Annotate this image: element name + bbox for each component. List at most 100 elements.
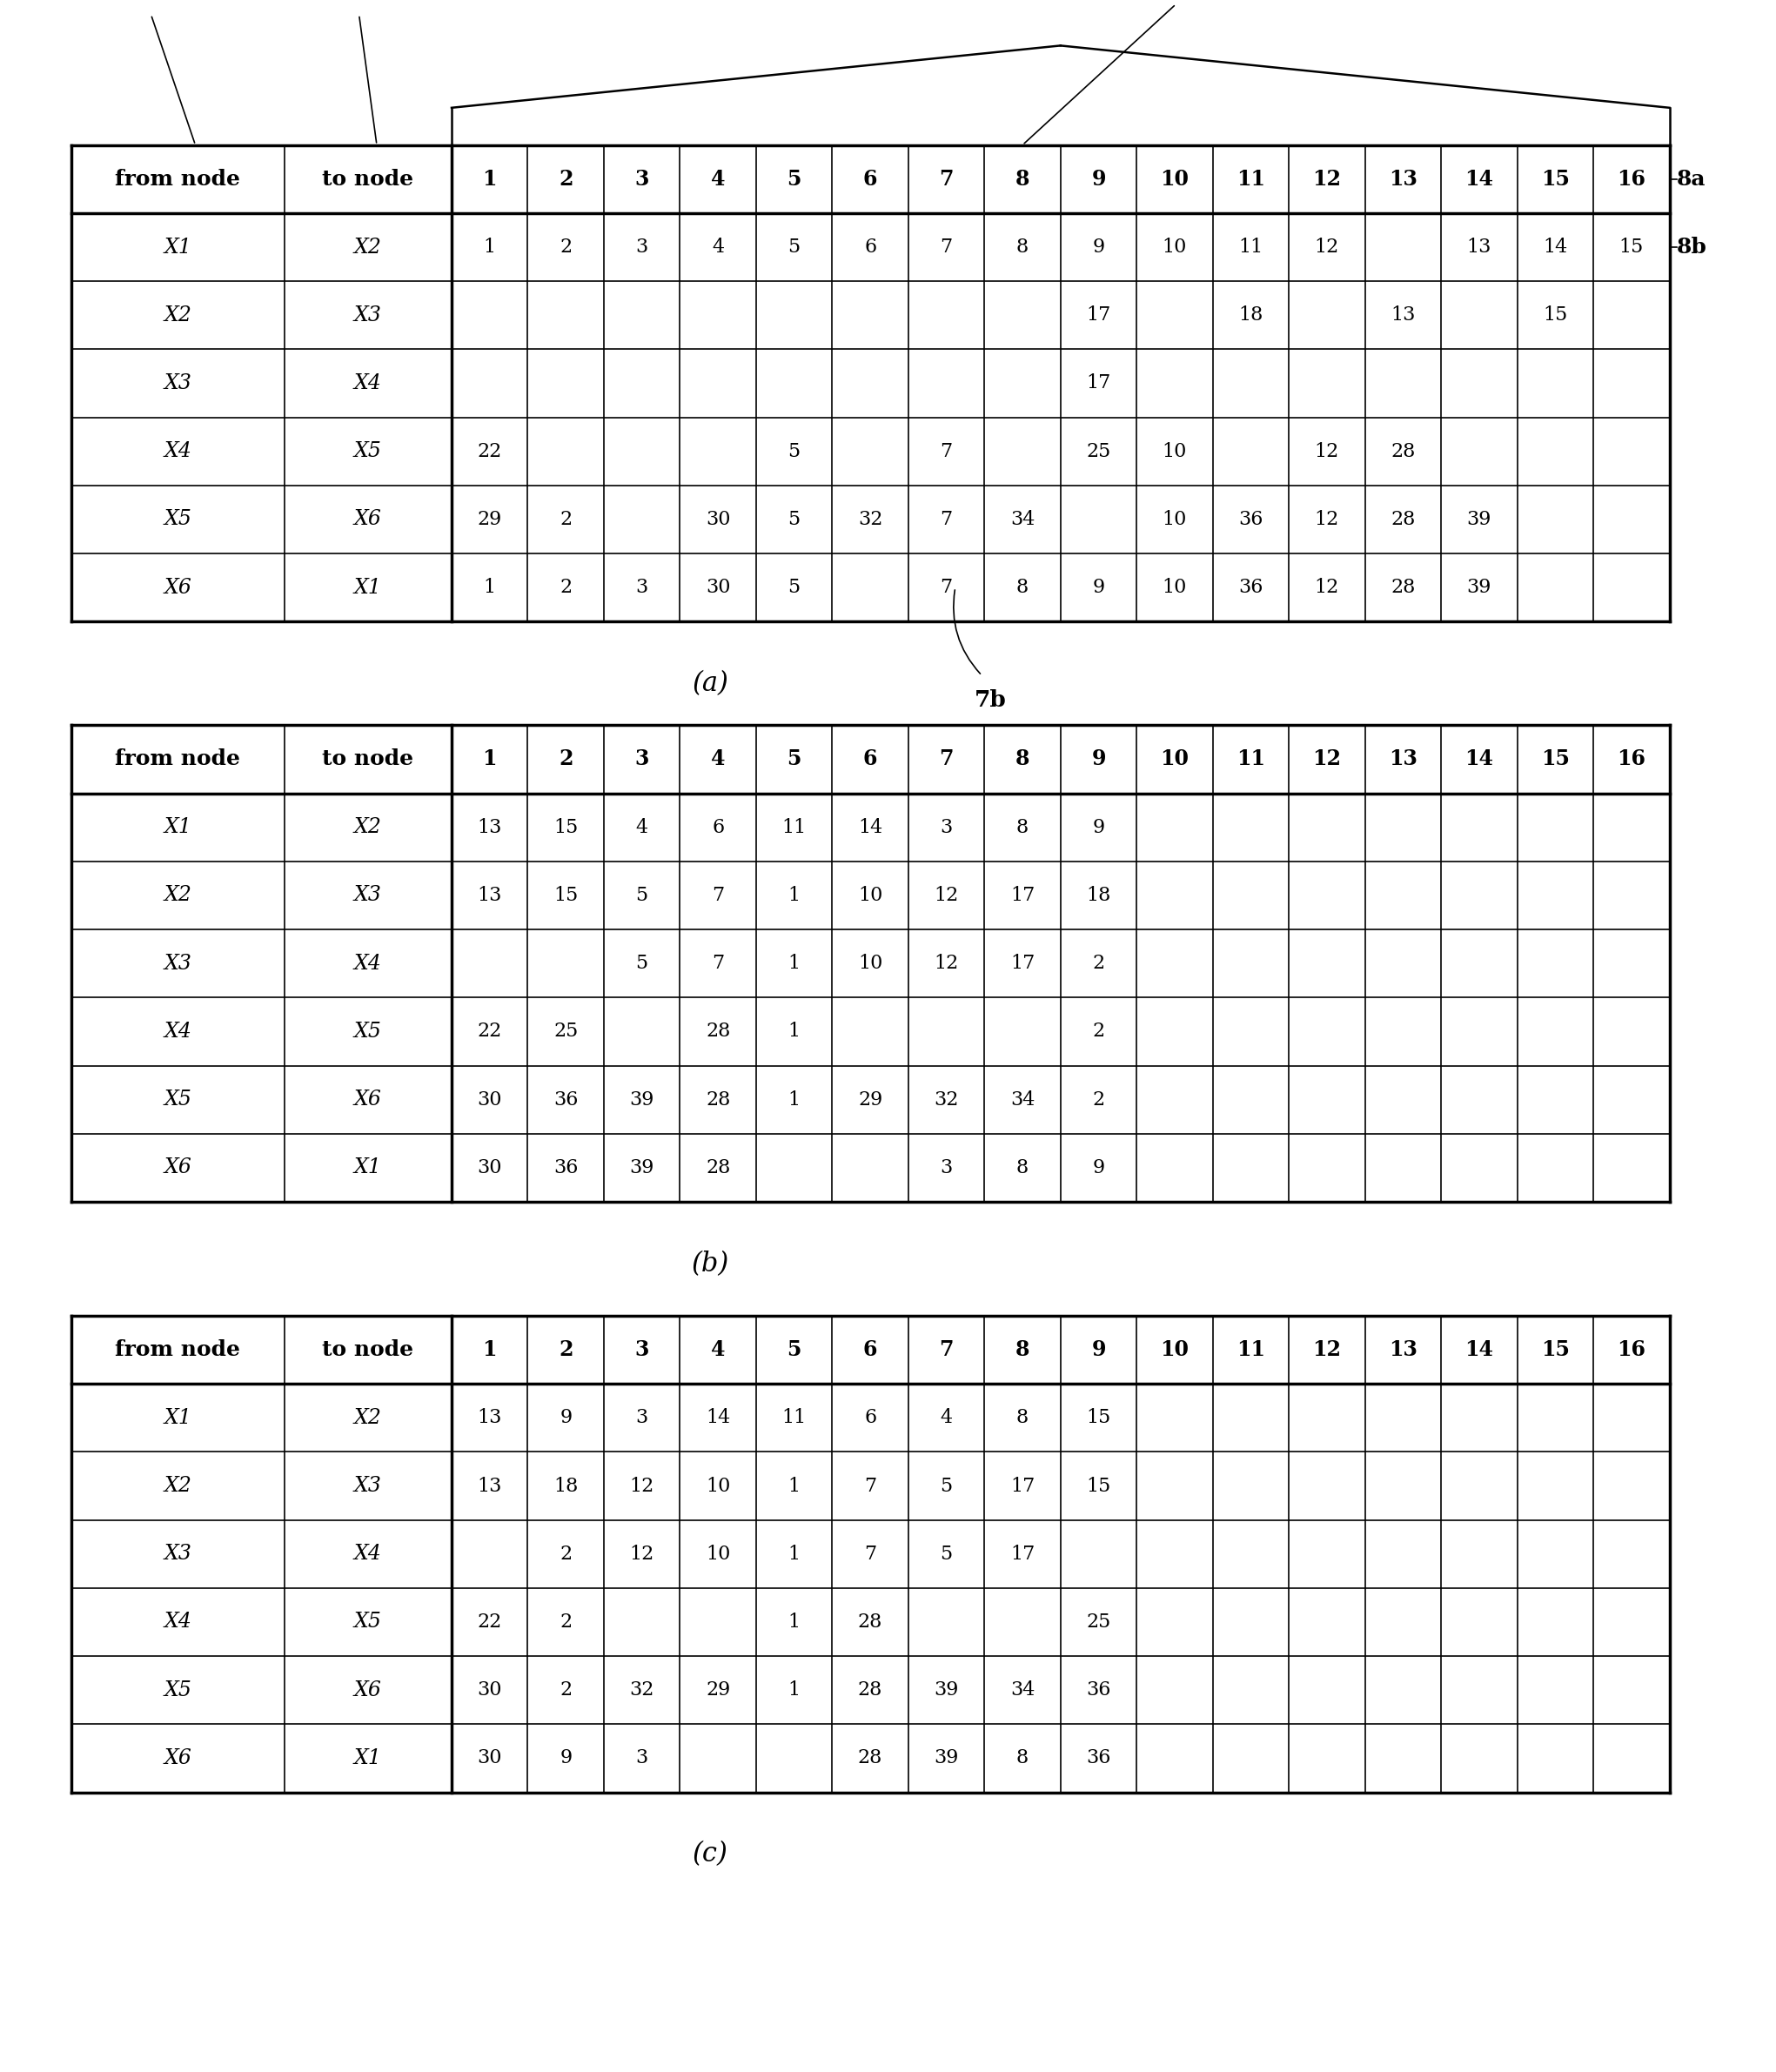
Text: 18: 18	[1238, 307, 1263, 325]
Text: 12: 12	[1314, 441, 1339, 460]
Text: 10: 10	[1160, 168, 1190, 189]
Text: 3: 3	[636, 1409, 648, 1428]
Text: 10: 10	[1160, 748, 1190, 769]
Text: 1: 1	[483, 168, 497, 189]
Text: 17: 17	[1087, 373, 1110, 394]
Text: X3: X3	[163, 953, 192, 974]
Text: 29: 29	[478, 510, 503, 528]
Text: X4: X4	[353, 1544, 382, 1564]
Text: 32: 32	[858, 510, 883, 528]
Text: 32: 32	[629, 1680, 654, 1699]
Text: 8: 8	[1016, 1409, 1028, 1428]
Text: 6: 6	[865, 1409, 876, 1428]
Text: X2: X2	[163, 305, 192, 325]
Text: 16: 16	[1616, 748, 1646, 769]
Text: 39: 39	[629, 1090, 654, 1109]
Text: 5: 5	[940, 1544, 952, 1564]
Text: 10: 10	[1160, 1339, 1190, 1359]
Text: 30: 30	[478, 1158, 503, 1177]
Text: 6: 6	[863, 748, 877, 769]
Text: 3: 3	[634, 748, 648, 769]
Text: X2: X2	[163, 1475, 192, 1496]
Text: from node: from node	[115, 748, 240, 769]
Text: 12: 12	[630, 1477, 654, 1496]
Text: 5: 5	[940, 1477, 952, 1496]
Text: 2: 2	[559, 1612, 572, 1631]
Text: 17: 17	[1011, 1544, 1035, 1564]
Text: 34: 34	[1011, 1090, 1035, 1109]
Text: 15: 15	[554, 887, 577, 905]
Text: X5: X5	[163, 1090, 192, 1111]
Text: X4: X4	[163, 1021, 192, 1042]
Text: 2: 2	[559, 1339, 574, 1359]
Text: 5: 5	[789, 441, 801, 460]
Text: 14: 14	[1465, 1339, 1494, 1359]
Text: 25: 25	[554, 1021, 577, 1040]
Text: X3: X3	[353, 885, 382, 905]
Text: 4: 4	[636, 818, 648, 837]
Text: X5: X5	[353, 1612, 382, 1633]
Text: 15: 15	[554, 818, 577, 837]
Text: X3: X3	[353, 1475, 382, 1496]
Text: 32: 32	[934, 1090, 959, 1109]
Text: 7: 7	[940, 578, 952, 597]
Text: 6: 6	[863, 168, 877, 189]
Text: 22: 22	[478, 1021, 503, 1040]
Text: from node: from node	[115, 168, 240, 189]
Text: 1: 1	[789, 1021, 801, 1040]
Text: 14: 14	[705, 1409, 730, 1428]
Text: X3: X3	[353, 305, 382, 325]
Text: 1: 1	[483, 578, 496, 597]
Text: X5: X5	[353, 441, 382, 462]
Text: 11: 11	[781, 818, 806, 837]
Text: 12: 12	[1312, 168, 1341, 189]
Text: 15: 15	[1543, 307, 1568, 325]
Text: 11: 11	[1236, 748, 1265, 769]
Text: 4: 4	[710, 748, 725, 769]
Text: 16: 16	[1616, 168, 1646, 189]
Text: 7: 7	[940, 1339, 954, 1359]
Text: 12: 12	[1314, 510, 1339, 528]
Text: 25: 25	[1087, 1612, 1110, 1631]
Text: 4: 4	[940, 1409, 952, 1428]
Text: 36: 36	[1087, 1749, 1112, 1767]
Text: 18: 18	[554, 1477, 579, 1496]
Text: 1: 1	[789, 1612, 801, 1631]
Text: 30: 30	[478, 1749, 503, 1767]
Text: 13: 13	[478, 887, 503, 905]
Text: 36: 36	[1238, 578, 1263, 597]
Text: 22: 22	[478, 441, 503, 460]
Text: 2: 2	[559, 168, 574, 189]
Text: 25: 25	[1087, 441, 1110, 460]
Text: to node: to node	[321, 748, 414, 769]
Text: 10: 10	[858, 887, 883, 905]
Text: 4: 4	[712, 238, 725, 257]
Text: 30: 30	[478, 1680, 503, 1699]
Text: 28: 28	[1391, 578, 1415, 597]
Text: 15: 15	[1542, 748, 1570, 769]
Text: 6: 6	[712, 818, 725, 837]
Text: 8a: 8a	[1677, 168, 1705, 189]
Text: 7: 7	[712, 887, 725, 905]
Text: X5: X5	[353, 1021, 382, 1042]
Text: to node: to node	[321, 168, 414, 189]
Text: 2: 2	[559, 578, 572, 597]
Text: 2: 2	[1092, 953, 1105, 974]
Text: 8: 8	[1016, 748, 1030, 769]
Text: 8b: 8b	[1677, 236, 1707, 257]
Text: 17: 17	[1087, 307, 1110, 325]
Text: 13: 13	[1389, 748, 1417, 769]
Text: 29: 29	[858, 1090, 883, 1109]
Text: 3: 3	[636, 238, 648, 257]
Text: 39: 39	[629, 1158, 654, 1177]
Text: X3: X3	[163, 373, 192, 394]
Text: X4: X4	[353, 953, 382, 974]
Text: 9: 9	[1092, 1158, 1105, 1177]
Text: (a): (a)	[693, 669, 728, 698]
Text: 3: 3	[636, 1749, 648, 1767]
Text: 1: 1	[483, 1339, 497, 1359]
Text: 7: 7	[940, 168, 954, 189]
Text: 1: 1	[789, 1680, 801, 1699]
Text: 10: 10	[705, 1544, 730, 1564]
Text: 28: 28	[858, 1612, 883, 1631]
